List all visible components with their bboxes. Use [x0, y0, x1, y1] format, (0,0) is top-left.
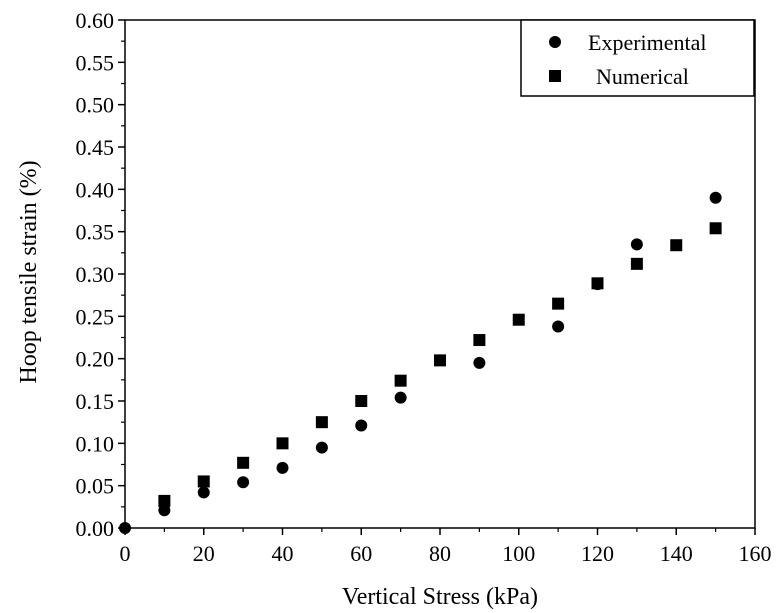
data-point-experimental — [709, 191, 722, 204]
legend-label-experimental: Experimental — [588, 30, 707, 55]
data-point-numerical — [394, 374, 407, 387]
legend-marker-numerical — [549, 70, 561, 82]
data-point-experimental — [552, 320, 565, 333]
x-tick-label: 60 — [350, 541, 372, 566]
data-point-experimental — [276, 461, 289, 474]
data-point-numerical — [276, 437, 289, 450]
legend-marker-experimental — [549, 36, 561, 48]
y-tick-label: 0.25 — [76, 304, 115, 329]
legend: Experimental Numerical — [520, 19, 755, 97]
series-numerical — [158, 222, 722, 507]
x-tick-label: 160 — [739, 541, 772, 566]
y-tick-label: 0.20 — [76, 347, 115, 372]
data-point-experimental — [630, 238, 643, 251]
legend-label-numerical: Numerical — [596, 64, 689, 89]
data-point-numerical — [237, 456, 250, 469]
y-axis-title: Hoop tensile strain (%) — [16, 160, 42, 383]
data-point-experimental — [119, 522, 131, 534]
data-point-experimental — [237, 476, 250, 489]
y-axis: 0.00 0.05 0.10 0.15 0.20 0.25 0.30 0.35 0.40 0.45… — [76, 8, 125, 541]
data-point-numerical — [709, 222, 722, 235]
data-point-numerical — [158, 494, 171, 507]
x-axis: 0 20 40 60 80 100 120 140 160 — [120, 528, 772, 566]
data-point-experimental — [158, 504, 171, 517]
data-point-numerical — [434, 354, 446, 367]
data-point-experimental — [355, 419, 368, 432]
y-tick-label: 0.50 — [76, 93, 115, 118]
y-tick-label: 0.30 — [76, 262, 115, 287]
data-point-numerical — [630, 257, 643, 270]
data-point-numerical — [197, 475, 210, 488]
data-point-experimental — [394, 391, 407, 404]
data-point-experimental — [197, 486, 210, 499]
data-point-numerical — [512, 313, 525, 326]
x-tick-label: 0 — [120, 541, 131, 566]
data-point-numerical — [552, 297, 565, 310]
y-tick-label: 0.45 — [76, 135, 115, 160]
y-tick-label: 0.10 — [76, 431, 115, 456]
data-point-experimental — [315, 441, 328, 454]
y-tick-label: 0.55 — [76, 50, 115, 75]
y-tick-label: 0.00 — [76, 516, 115, 541]
y-tick-label: 0.60 — [76, 8, 115, 33]
data-point-numerical — [473, 334, 486, 347]
x-tick-label: 140 — [660, 541, 693, 566]
legend-box — [520, 19, 755, 97]
x-tick-label: 120 — [581, 541, 614, 566]
data-point-numerical — [355, 395, 368, 407]
y-tick-label: 0.15 — [76, 389, 115, 414]
x-tick-label: 20 — [193, 541, 215, 566]
data-point-numerical — [670, 239, 683, 252]
x-tick-label: 80 — [429, 541, 451, 566]
x-tick-label: 40 — [272, 541, 294, 566]
y-tick-label: 0.40 — [76, 177, 115, 202]
data-points — [119, 191, 722, 534]
data-point-numerical — [591, 277, 604, 290]
y-tick-label: 0.35 — [76, 220, 115, 245]
data-point-numerical — [315, 416, 328, 429]
data-point-experimental — [473, 356, 486, 369]
x-tick-label: 100 — [502, 541, 535, 566]
x-axis-title: Vertical Stress (kPa) — [342, 584, 538, 610]
y-tick-label: 0.05 — [76, 474, 115, 499]
